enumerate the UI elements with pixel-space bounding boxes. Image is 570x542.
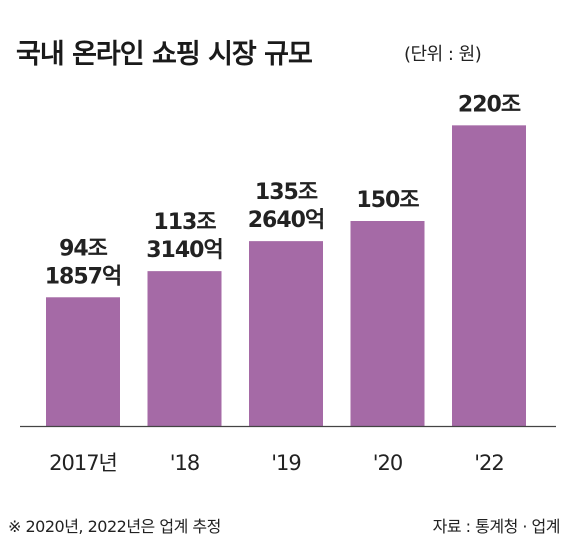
data-label-3-0: 150조 [356, 188, 419, 213]
footnote: ※ 2020년, 2022년은 업계 추정 [8, 517, 221, 536]
data-label-4-0: 220조 [458, 92, 521, 117]
unit-label: (단위 : 원) [404, 44, 482, 65]
bar-1 [147, 271, 222, 426]
data-label-0-1: 1857억 [45, 264, 121, 289]
data-label-1-1: 3140억 [146, 238, 222, 263]
data-label-2-0: 135조 [255, 180, 318, 205]
category-label-1: '18 [170, 451, 200, 475]
source-note: 자료 : 통계청 · 업계 [432, 517, 561, 536]
data-label-1-0: 113조 [153, 210, 216, 235]
category-label-0: 2017년 [49, 451, 117, 475]
data-label-0-0: 94조 [59, 236, 108, 261]
bar-2 [249, 241, 323, 426]
bar-4 [452, 125, 526, 426]
category-label-2: '19 [271, 451, 301, 475]
bar-3 [350, 221, 425, 426]
category-label-4: '22 [474, 451, 504, 475]
category-label-3: '20 [373, 451, 403, 475]
bar-0 [46, 297, 120, 426]
data-label-2-1: 2640억 [248, 208, 324, 233]
chart-title: 국내 온라인 쇼핑 시장 규모 [16, 39, 313, 70]
